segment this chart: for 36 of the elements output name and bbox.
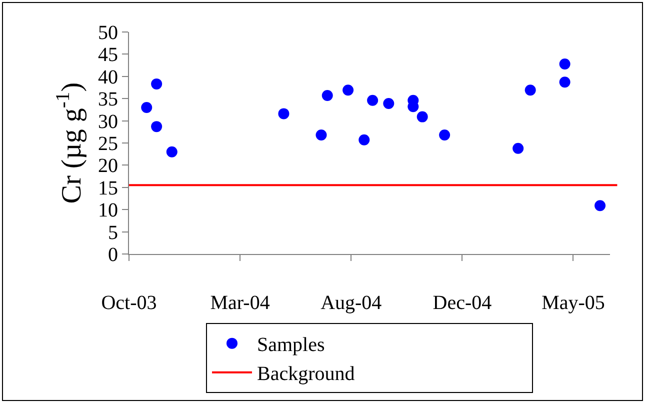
point — [141, 102, 152, 113]
y-tick-label: 0 — [108, 244, 118, 266]
y-tick-label: 40 — [98, 66, 118, 88]
point — [151, 121, 162, 132]
point — [278, 108, 290, 120]
point — [342, 84, 354, 96]
y-tick-label: 50 — [98, 22, 118, 44]
x-tick-label: Mar-04 — [210, 292, 270, 314]
point — [367, 94, 378, 106]
point — [512, 142, 524, 154]
x-tick-label: Aug-04 — [320, 292, 382, 314]
point — [358, 134, 370, 146]
point — [416, 111, 428, 122]
point — [316, 130, 327, 141]
y-tick-label: 35 — [98, 88, 118, 111]
point — [594, 200, 606, 212]
x-tick-label: Oct-03 — [101, 292, 157, 314]
y-tick-label: 45 — [98, 44, 118, 66]
point — [524, 84, 536, 96]
y-tick-label: 30 — [98, 110, 118, 133]
point — [151, 78, 162, 90]
y-tick-label: 15 — [98, 177, 118, 200]
point — [559, 76, 570, 88]
legend-label: Background — [257, 363, 355, 386]
y-tick-label: 20 — [98, 155, 118, 178]
point — [439, 130, 450, 141]
y-tick-label: 10 — [98, 200, 118, 222]
point — [559, 58, 570, 70]
point — [322, 90, 333, 101]
point — [383, 98, 394, 109]
x-tick-label: Dec-04 — [432, 292, 492, 314]
y-tick-label: 5 — [108, 222, 118, 244]
legend-label: Samples — [257, 334, 325, 356]
point — [166, 146, 178, 158]
y-tick-label: 25 — [98, 133, 118, 155]
x-tick-label: May-05 — [542, 292, 605, 314]
